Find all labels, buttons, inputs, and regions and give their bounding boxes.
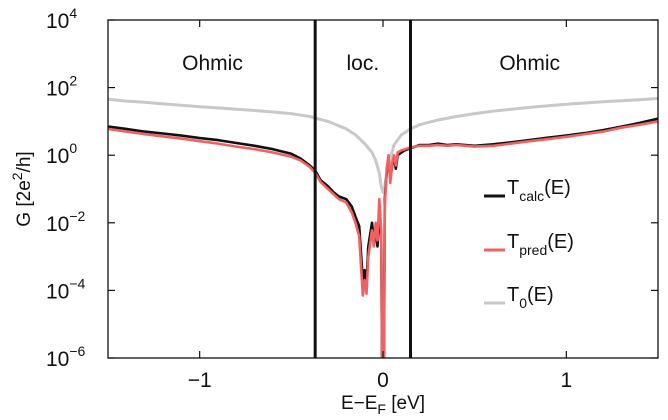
y-tick-label: 10−2 <box>46 208 86 236</box>
x-axis-ticks: −1 0 1 <box>188 20 572 392</box>
x-tick-label: 0 <box>377 369 389 392</box>
x-tick-label: −1 <box>188 369 212 392</box>
region-label-2: loc. <box>346 52 379 75</box>
x-tick-label: 1 <box>560 369 572 392</box>
legend: Tcalc(E) Tpred(E) T0(E) <box>484 177 574 311</box>
x-axis-title: E−EF [eV] <box>341 393 425 417</box>
legend-label-pred: Tpred(E) <box>507 231 574 258</box>
series-line-pred <box>108 120 658 358</box>
legend-label-zero: T0(E) <box>507 284 554 311</box>
y-tick-label: 10−6 <box>46 343 86 371</box>
region-label-1: Ohmic <box>182 52 243 75</box>
y-tick-label: 104 <box>46 5 77 33</box>
region-boundaries <box>313 20 412 358</box>
series-layer <box>108 96 658 358</box>
y-tick-label: 102 <box>46 73 77 101</box>
region-labels: Ohmic loc. Ohmic <box>182 52 560 75</box>
legend-label-calc: Tcalc(E) <box>507 177 571 204</box>
y-tick-label: 10−4 <box>46 275 86 303</box>
y-tick-label: 100 <box>46 140 77 168</box>
series-line-zero <box>108 96 658 194</box>
y-axis-ticks: 10−6 10−4 10−2 100 102 104 <box>46 5 658 371</box>
region-label-3: Ohmic <box>499 52 560 75</box>
y-axis-title: G [2e2/h] <box>9 151 35 226</box>
